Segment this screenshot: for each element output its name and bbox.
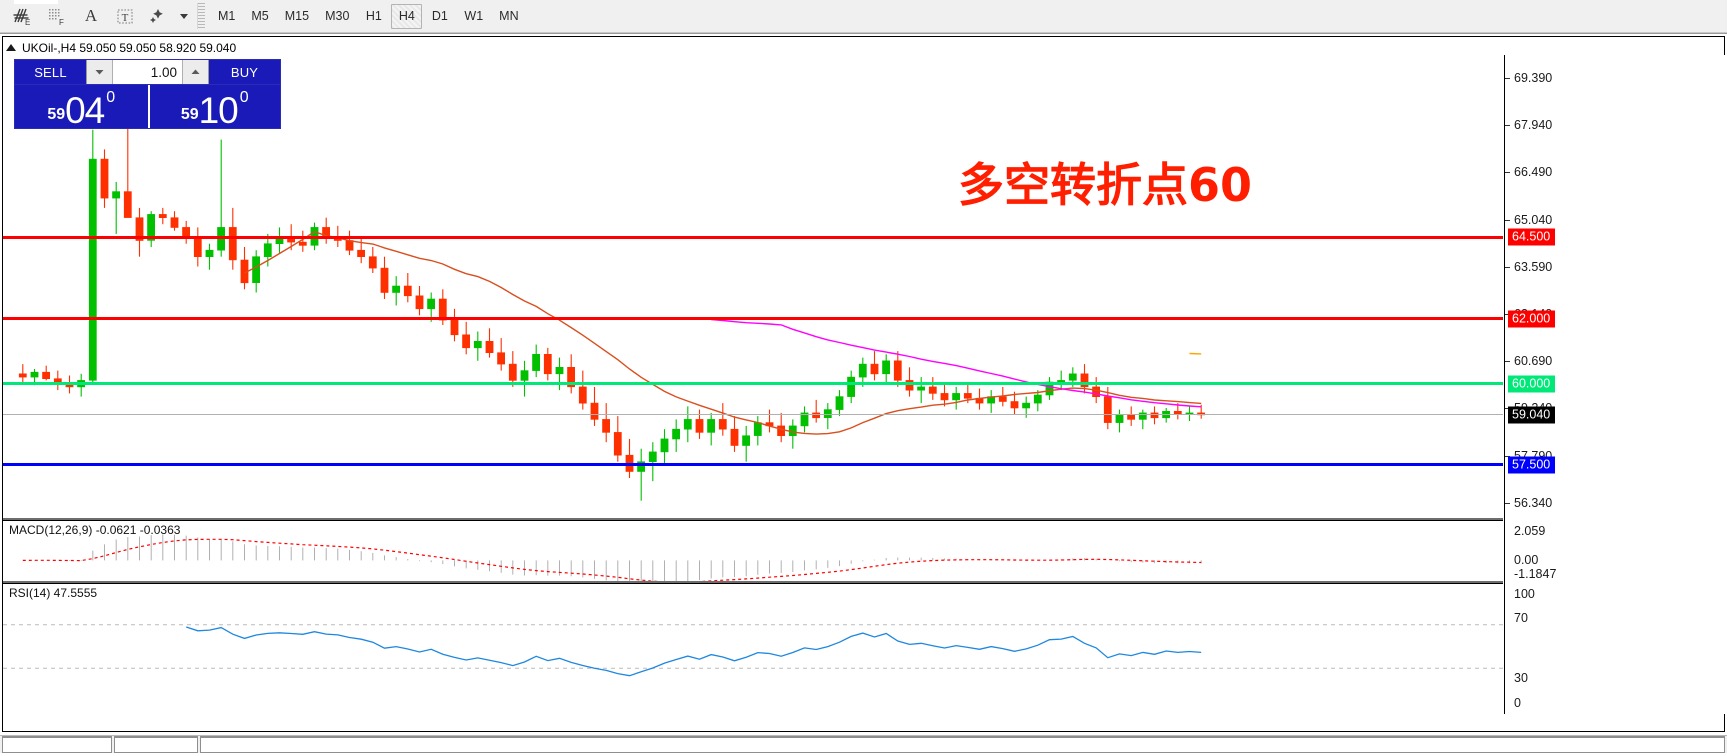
text-box-icon[interactable]: T <box>108 1 142 31</box>
price-tag-64.500: 64.500 <box>1508 228 1556 246</box>
macd-label: MACD(12,26,9) -0.0621 -0.0363 <box>9 523 181 537</box>
grid-icon[interactable]: F <box>40 1 74 31</box>
timeframe-m1[interactable]: M1 <box>218 9 236 23</box>
price-tick: 69.390 <box>1514 71 1553 86</box>
rsi-chart-svg <box>3 624 1503 677</box>
macd-tick: 2.059 <box>1514 524 1546 538</box>
price-scale[interactable]: 69.390 67.940 66.490 65.040 63.590 62.14… <box>1504 55 1727 714</box>
support-57500 <box>3 463 1503 467</box>
one-click-trading-panel[interactable]: SELL 1.00 BUY 59 04 <box>14 59 281 129</box>
sell-price-fraction: 0 <box>106 89 116 106</box>
price-tick: 60.690 <box>1514 354 1553 369</box>
price-tick: 56.340 <box>1514 495 1553 510</box>
price-tick: 67.940 <box>1514 118 1553 133</box>
rsi-pane[interactable]: RSI(14) 47.5555 <box>3 583 1503 714</box>
timeframe-h4[interactable]: H4 <box>391 3 423 29</box>
timeframe-w1[interactable]: W1 <box>464 9 484 23</box>
timeframe-mn[interactable]: MN <box>499 9 519 23</box>
price-tick: 65.040 <box>1514 212 1553 227</box>
sell-button[interactable]: SELL <box>15 60 86 84</box>
taskbar-tab-3[interactable] <box>200 736 1725 753</box>
macd-chart-svg <box>22 534 1202 582</box>
resistance-64500 <box>3 235 1503 239</box>
price-tick: 66.490 <box>1514 165 1553 180</box>
price-tick: 63.590 <box>1514 259 1553 274</box>
buy-price-display[interactable]: 59 10 0 <box>147 85 280 128</box>
svg-text:F: F <box>59 18 64 26</box>
macd-tick: 0.00 <box>1514 553 1539 567</box>
price-tag-62.000: 62.000 <box>1508 310 1556 328</box>
timeframe-m5[interactable]: M5 <box>251 9 269 23</box>
text-label-icon[interactable]: A <box>84 6 98 25</box>
volume-increment-icon[interactable] <box>182 60 208 84</box>
rsi-tick: 0 <box>1514 696 1521 710</box>
rsi-tick: 70 <box>1514 611 1528 625</box>
buy-price-main: 10 <box>198 89 239 128</box>
macd-pane[interactable]: MACD(12,26,9) -0.0621 -0.0363 <box>3 520 1503 582</box>
price-pane[interactable] <box>3 55 1503 517</box>
price-tag-59.040: 59.040 <box>1508 406 1556 424</box>
taskbar-tab-2[interactable] <box>114 736 198 753</box>
sell-price-main: 04 <box>65 89 105 128</box>
bottom-taskbar <box>0 735 1727 753</box>
pane-divider-macd <box>3 518 1503 520</box>
window-tab-nub <box>14 0 58 4</box>
objects-icon[interactable] <box>142 1 176 31</box>
rsi-label: RSI(14) 47.5555 <box>9 586 98 600</box>
timeframe-m30[interactable]: M30 <box>325 9 350 23</box>
rsi-tick: 30 <box>1514 671 1528 685</box>
svg-text:E: E <box>25 18 30 26</box>
price-tag-60.000: 60.000 <box>1508 375 1556 393</box>
rsi-tick: 100 <box>1514 587 1535 601</box>
resistance-62000 <box>3 317 1503 321</box>
volume-decrement-icon[interactable] <box>87 60 113 84</box>
price-chart-svg <box>18 123 1205 501</box>
volume-stepper[interactable]: 1.00 <box>86 60 209 84</box>
symbol-header: UKOil-,H4 59.050 59.050 58.920 59.040 <box>6 40 236 55</box>
timeframe-d1[interactable]: D1 <box>431 9 448 23</box>
timeframe-m15[interactable]: M15 <box>284 9 310 23</box>
dropdown-arrow-icon[interactable] <box>176 1 192 31</box>
chart-window: UKOil-,H4 59.050 59.050 58.920 59.040 MA… <box>0 33 1727 753</box>
timeframe-h1[interactable]: H1 <box>365 9 382 23</box>
collapse-triangle-icon[interactable] <box>6 44 16 51</box>
buy-button[interactable]: BUY <box>209 60 280 84</box>
taskbar-tab-1[interactable] <box>2 736 112 753</box>
buy-price-fraction: 0 <box>239 89 249 106</box>
macd-tick: -1.1847 <box>1514 567 1557 581</box>
svg-text:T: T <box>122 12 129 24</box>
buy-price-integer: 59 <box>180 106 199 123</box>
price-tag-57.500: 57.500 <box>1508 456 1556 474</box>
trade-panel-prices: 59 04 0 59 10 0 <box>15 85 280 128</box>
pivot-60000 <box>3 382 1503 386</box>
toolbar-separator <box>197 3 205 29</box>
pane-divider-rsi <box>3 581 1503 583</box>
chart-annotation-text: 多空转折点60 <box>958 158 1253 212</box>
trade-panel-top-row: SELL 1.00 BUY <box>15 60 280 85</box>
sell-price-display[interactable]: 59 04 0 <box>15 85 148 128</box>
main-toolbar: E F A <box>0 0 1727 33</box>
indicators-icon[interactable]: E <box>6 1 40 31</box>
symbol-ohlc-text: UKOil-,H4 59.050 59.050 58.920 59.040 <box>22 40 237 55</box>
chart-canvas[interactable]: UKOil-,H4 59.050 59.050 58.920 59.040 MA… <box>2 36 1727 753</box>
sell-price-integer: 59 <box>47 106 66 123</box>
current-59040 <box>3 414 1503 416</box>
volume-input[interactable]: 1.00 <box>113 60 182 84</box>
